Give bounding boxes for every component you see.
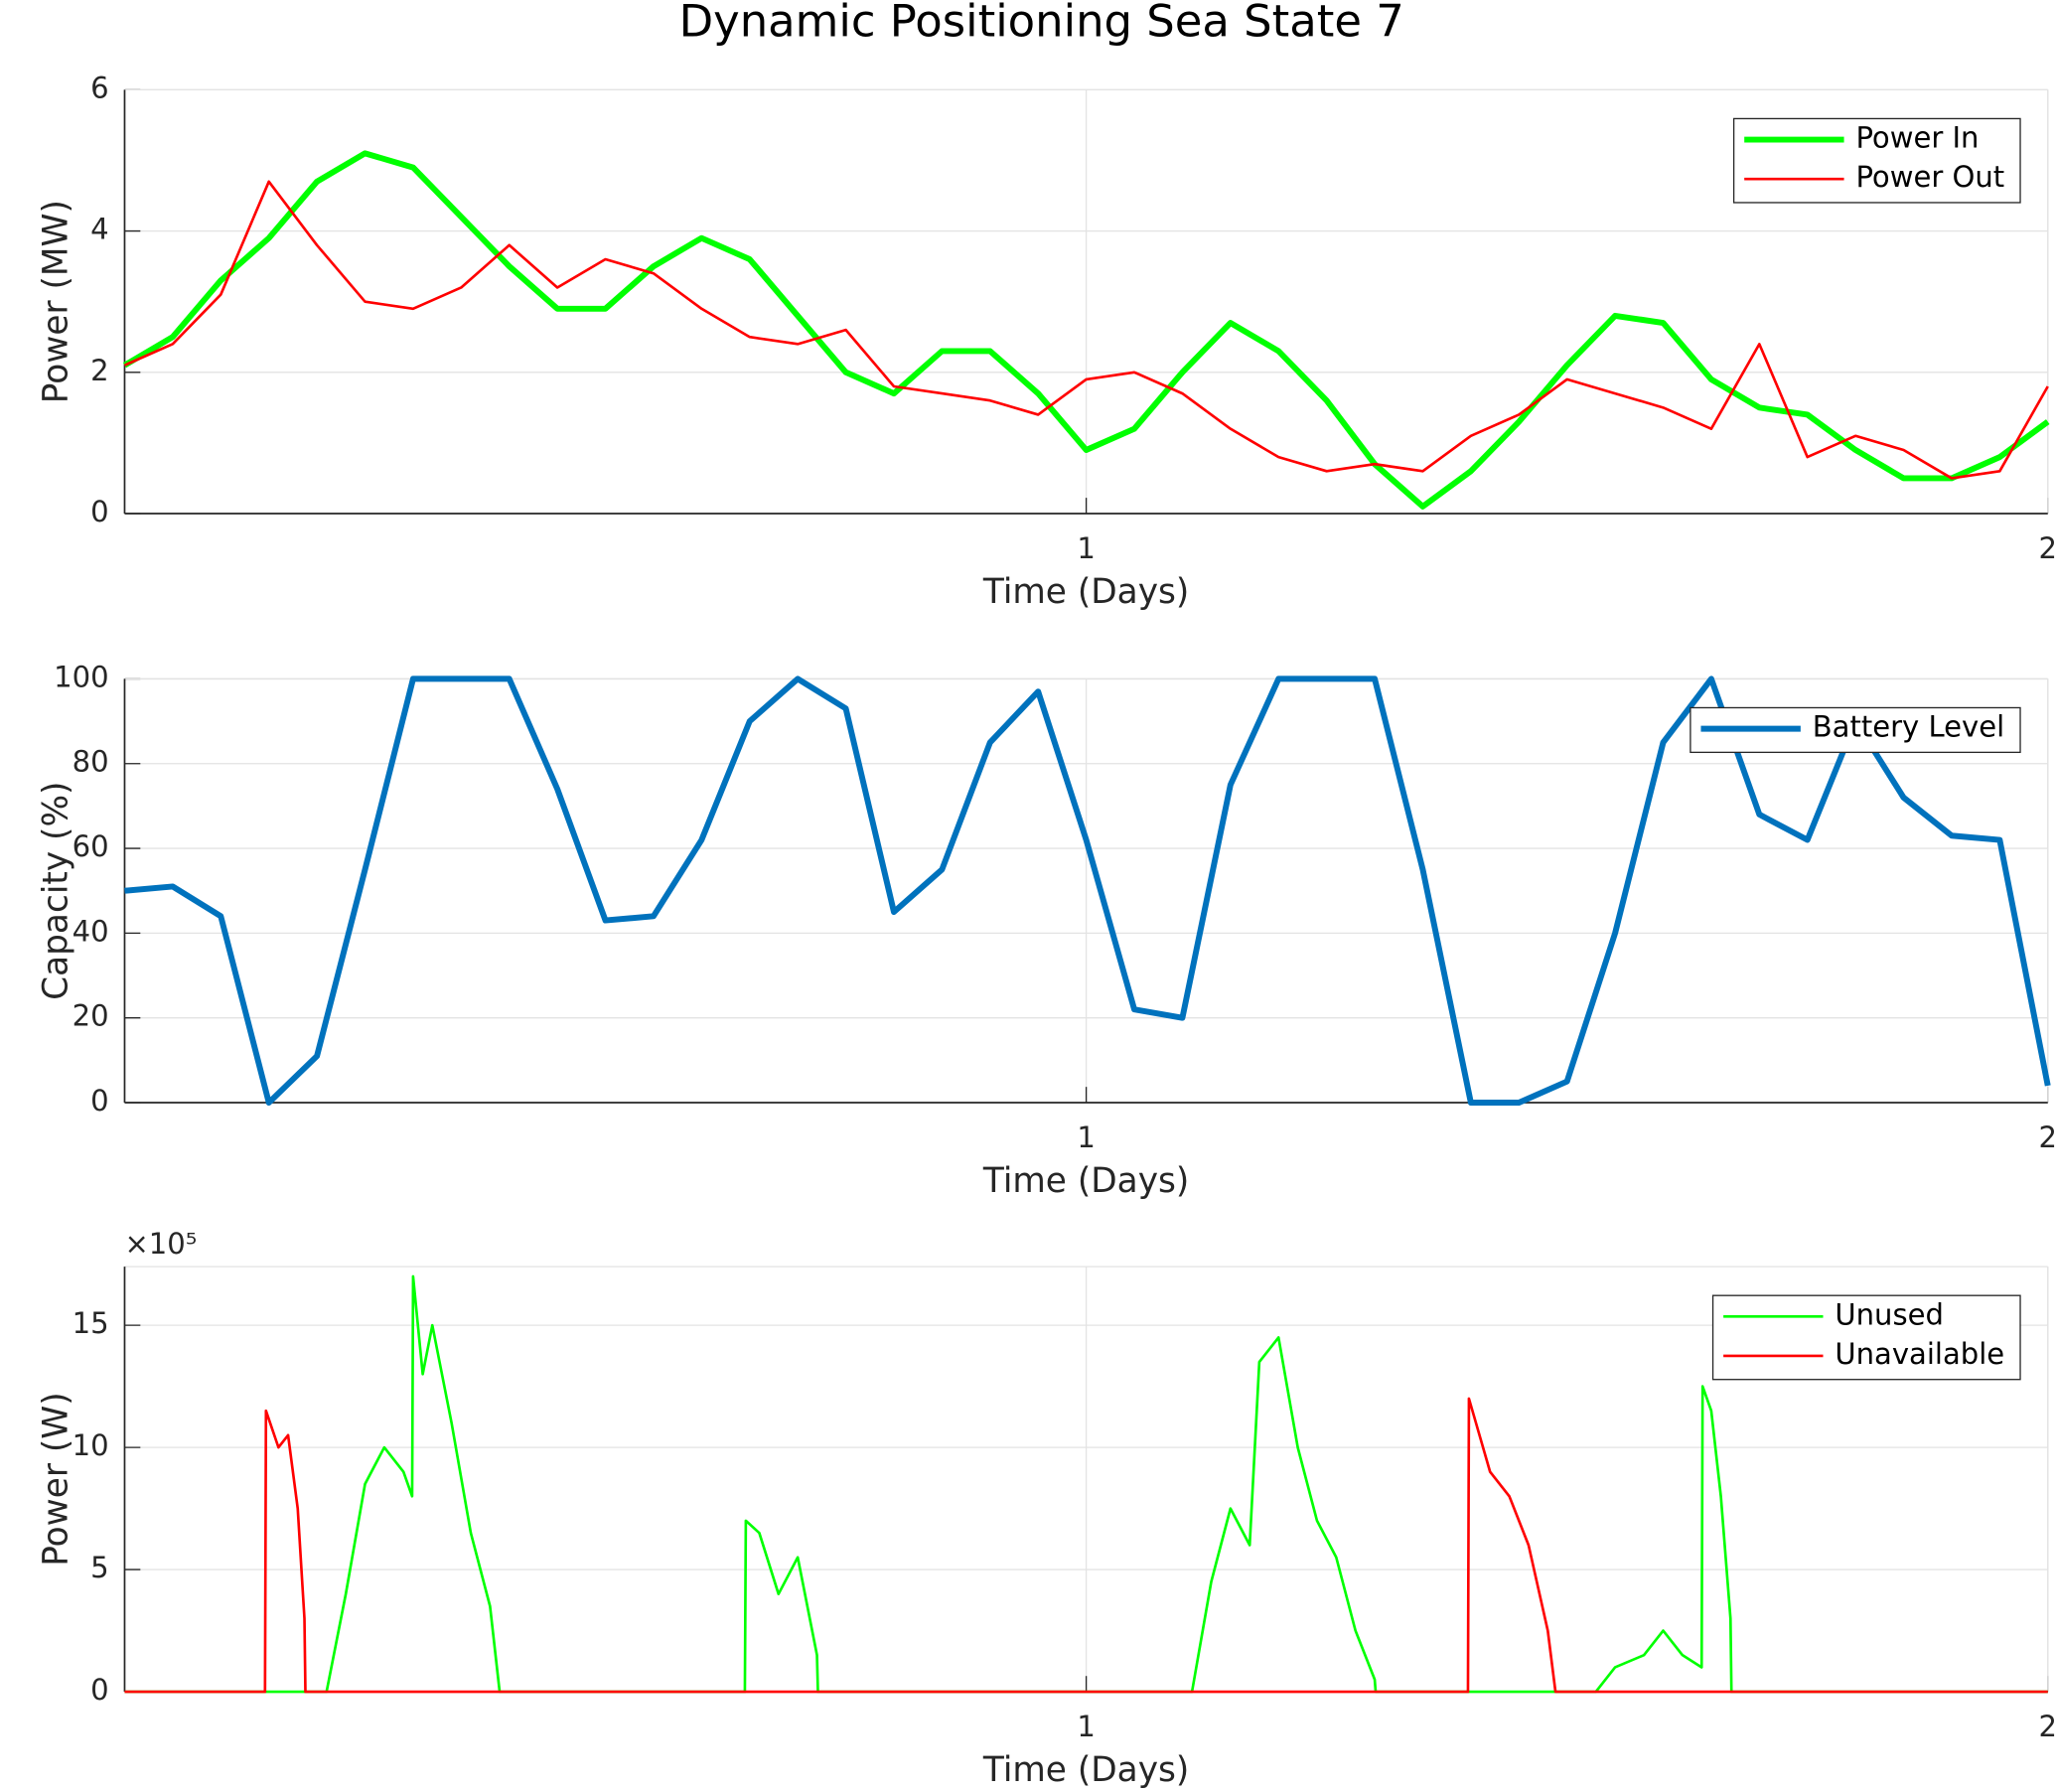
- y-tick-label: 0: [90, 1673, 108, 1707]
- x-axis-label: Time (Days): [982, 572, 1189, 612]
- series-line: [122, 150, 2050, 510]
- x-tick-label: 2: [2039, 1710, 2057, 1743]
- x-axis-label: Time (Days): [982, 1750, 1189, 1790]
- legend-box: [1732, 117, 2021, 204]
- y-tick-label: 5: [90, 1551, 108, 1584]
- y-exponent: ×10⁵: [124, 1227, 197, 1261]
- legend-label: Power In: [1855, 121, 1979, 155]
- x-tick-label: 2: [2039, 1120, 2057, 1154]
- x-axis-label: Time (Days): [982, 1161, 1189, 1201]
- y-axis-label: Power (MW): [37, 200, 76, 403]
- y-tick-label: 100: [54, 660, 108, 693]
- series-line: [124, 1274, 2048, 1694]
- y-tick-label: 40: [73, 914, 109, 948]
- series-line: [123, 180, 2049, 480]
- legend-box: [1711, 1294, 2021, 1381]
- legend-label: Unavailable: [1835, 1337, 2004, 1371]
- y-axis-label: Capacity (%): [37, 782, 76, 1000]
- x-tick-label: 1: [1077, 1120, 1095, 1154]
- legend: Power In Power Out: [1732, 117, 2021, 204]
- figure-title: Dynamic Positioning Sea State 7: [679, 0, 1404, 47]
- x-tick-label: 1: [1077, 531, 1095, 565]
- series-line: [124, 1397, 2048, 1694]
- y-tick-label: 10: [73, 1428, 109, 1462]
- x-tick-label: 1: [1077, 1710, 1095, 1743]
- legend: Battery Level: [1690, 706, 2021, 754]
- y-tick-label: 2: [90, 354, 108, 387]
- y-tick-label: 60: [73, 829, 109, 863]
- legend-label: Unused: [1835, 1297, 1944, 1331]
- legend-label: Battery Level: [1813, 710, 2004, 744]
- y-tick-label: 0: [90, 1084, 108, 1118]
- y-axis-label: Power (W): [37, 1392, 76, 1566]
- x-tick-label: 2: [2039, 531, 2057, 565]
- y-tick-label: 80: [73, 745, 109, 779]
- y-tick-label: 6: [90, 71, 108, 104]
- legend: Unused Unavailable: [1711, 1294, 2021, 1381]
- y-tick-label: 20: [73, 999, 109, 1033]
- y-tick-label: 0: [90, 495, 108, 528]
- y-tick-label: 15: [73, 1306, 109, 1340]
- y-tick-label: 4: [90, 213, 108, 246]
- legend-label: Power Out: [1855, 160, 2004, 194]
